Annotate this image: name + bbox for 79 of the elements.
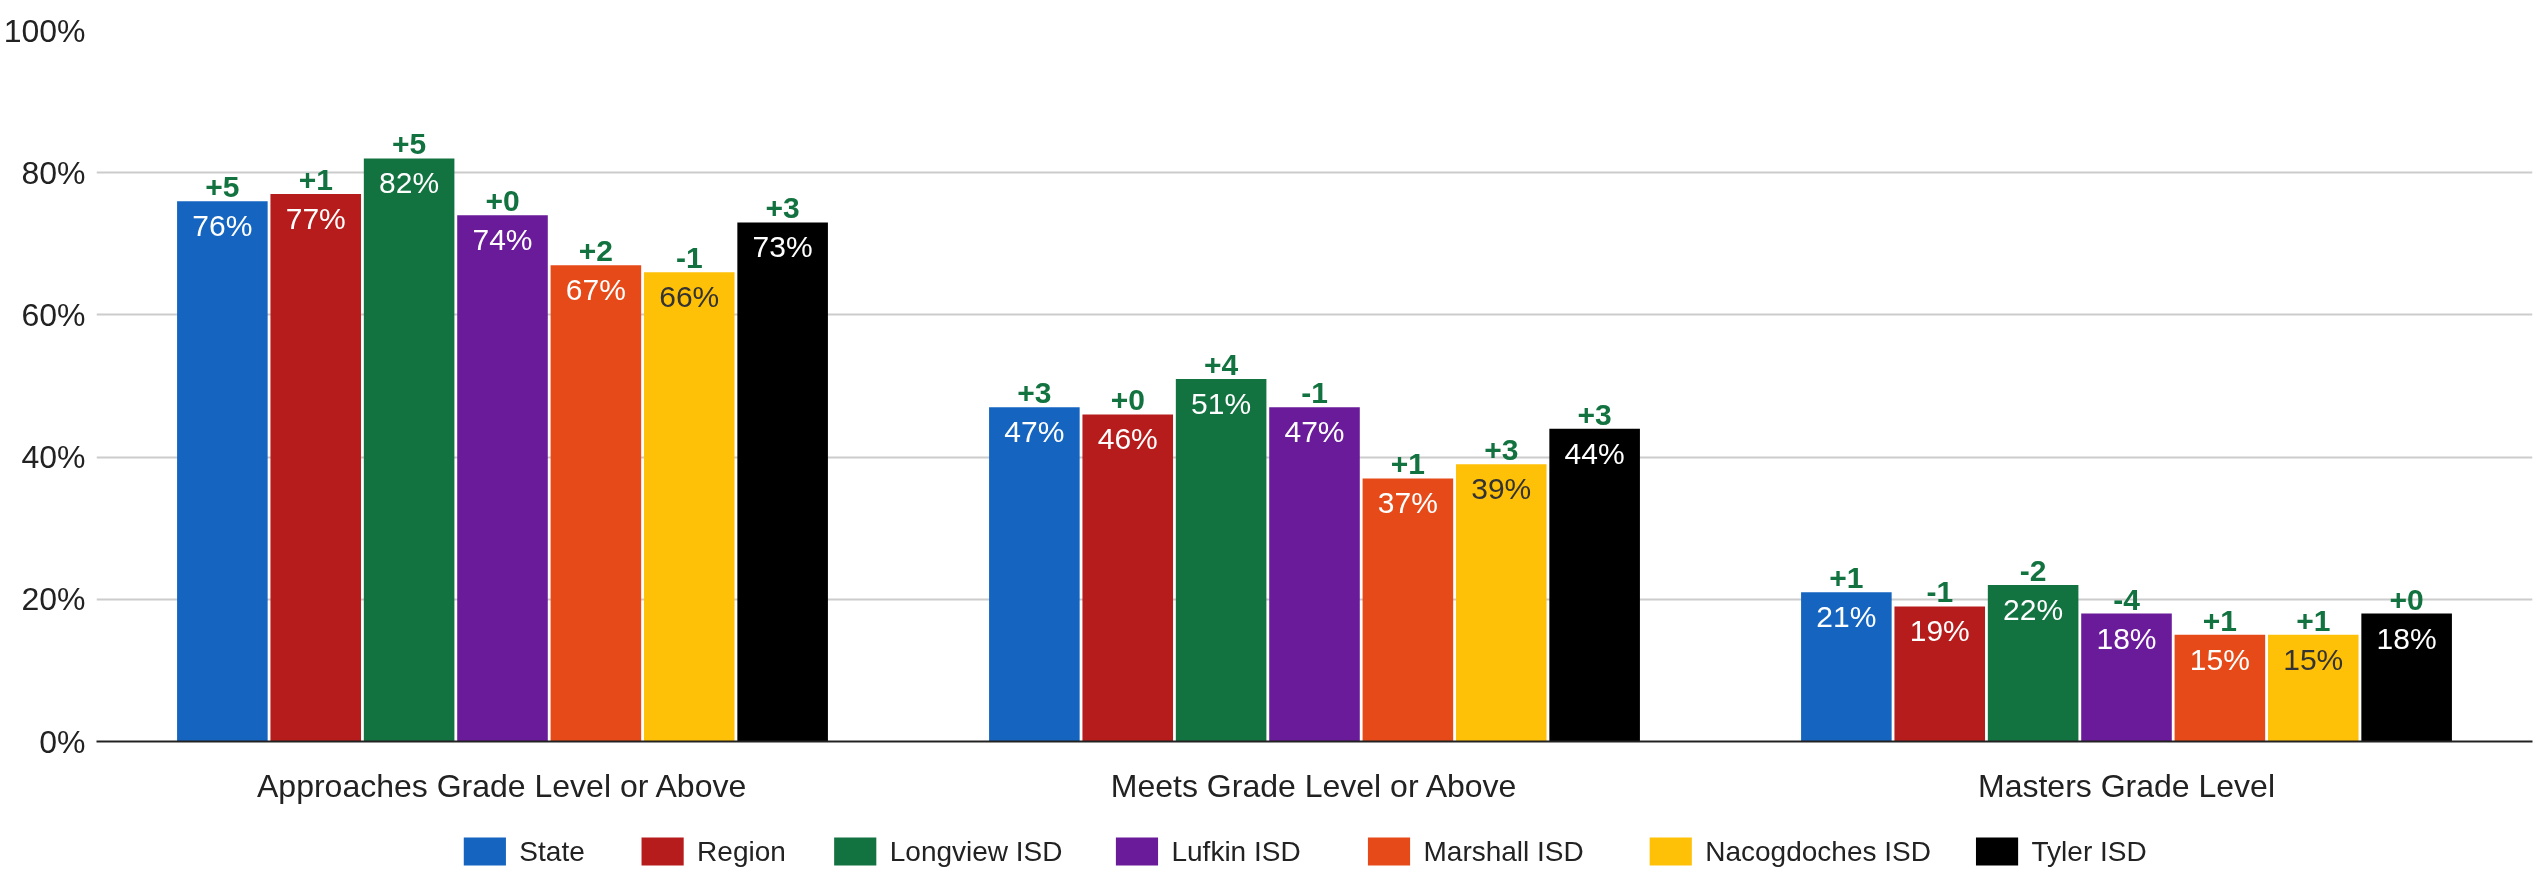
data-label: 39% [1471,472,1532,506]
legend-label: Lufkin ISD [1171,836,1301,867]
x-tick-label: Meets Grade Level or Above [1110,767,1517,804]
bar [363,158,455,742]
data-label: 76% [192,209,253,243]
bar [1082,414,1174,742]
bar [1362,478,1454,742]
annotation: -1 [675,241,703,275]
bar [1801,592,1892,742]
data-label: 22% [2003,593,2064,627]
data-label: 46% [1097,422,1158,456]
bar [643,272,735,742]
data-label: 82% [379,166,440,200]
annotation: -1 [1926,575,1954,609]
bar [457,215,548,742]
data-label: 15% [2189,642,2250,676]
annotation: +4 [1204,347,1239,381]
annotation: +1 [2202,603,2237,637]
legend-label: Region [697,836,786,867]
annotation: +1 [1390,447,1425,481]
bar [1549,428,1640,742]
data-label: 47% [1004,415,1065,449]
data-label: 19% [1909,614,1970,648]
annotation: -4 [2113,582,2141,616]
bar [177,201,268,742]
annotation: +3 [1017,376,1052,410]
annotation: +5 [392,127,427,161]
bar [737,222,828,742]
data-label: 66% [659,280,720,314]
x-tick-label: Approaches Grade Level or Above [257,767,747,804]
bar [989,407,1080,742]
data-label: 18% [2096,621,2157,655]
data-label: 21% [1816,600,1877,634]
bar [1987,585,2079,742]
annotation: +3 [1577,397,1612,431]
bar [1455,464,1547,742]
annotation: +0 [485,184,520,218]
bar [550,265,642,742]
data-label: 37% [1377,486,1438,520]
bar [2361,613,2452,742]
data-label: 73% [752,230,813,264]
y-tick-label: 20% [21,581,86,618]
data-label: 44% [1564,436,1625,470]
bar [1894,606,1986,742]
y-tick-label: 60% [21,296,86,333]
x-tick-label: Masters Grade Level [1977,767,2276,804]
y-tick-label: 100% [3,12,86,49]
y-tick-label: 40% [21,439,86,476]
bar [1269,407,1360,742]
annotation: -1 [1301,376,1328,410]
annotation: +1 [1829,561,1864,595]
bar [2174,634,2266,742]
legend-label: Marshall ISD [1423,836,1584,867]
annotation: +3 [1484,433,1519,467]
legend-label: Tyler ISD [2031,836,2147,867]
data-label: 74% [472,223,533,257]
y-tick-label: 0% [39,723,86,760]
data-label: 18% [2376,621,2437,655]
bar [2081,613,2172,742]
bar [1175,378,1267,742]
annotation: +1 [298,163,333,197]
data-label: 77% [285,202,346,236]
legend-label: Longview ISD [889,836,1063,867]
legend-label: State [519,836,585,867]
annotation: +0 [2389,582,2424,616]
annotation: -2 [2019,554,2047,588]
legend-label: Nacogdoches ISD [1705,836,1931,867]
y-tick-label: 80% [21,154,86,191]
annotation: +2 [578,234,613,268]
data-label: 67% [565,273,626,307]
annotation: +1 [2296,603,2331,637]
annotation: +3 [765,191,800,225]
bar [2267,634,2359,742]
data-label: 51% [1191,386,1252,420]
bar [270,194,362,742]
data-label: 47% [1284,415,1345,449]
annotation: +0 [1110,383,1145,417]
annotation: +5 [205,170,240,204]
data-label: 15% [2283,642,2344,676]
